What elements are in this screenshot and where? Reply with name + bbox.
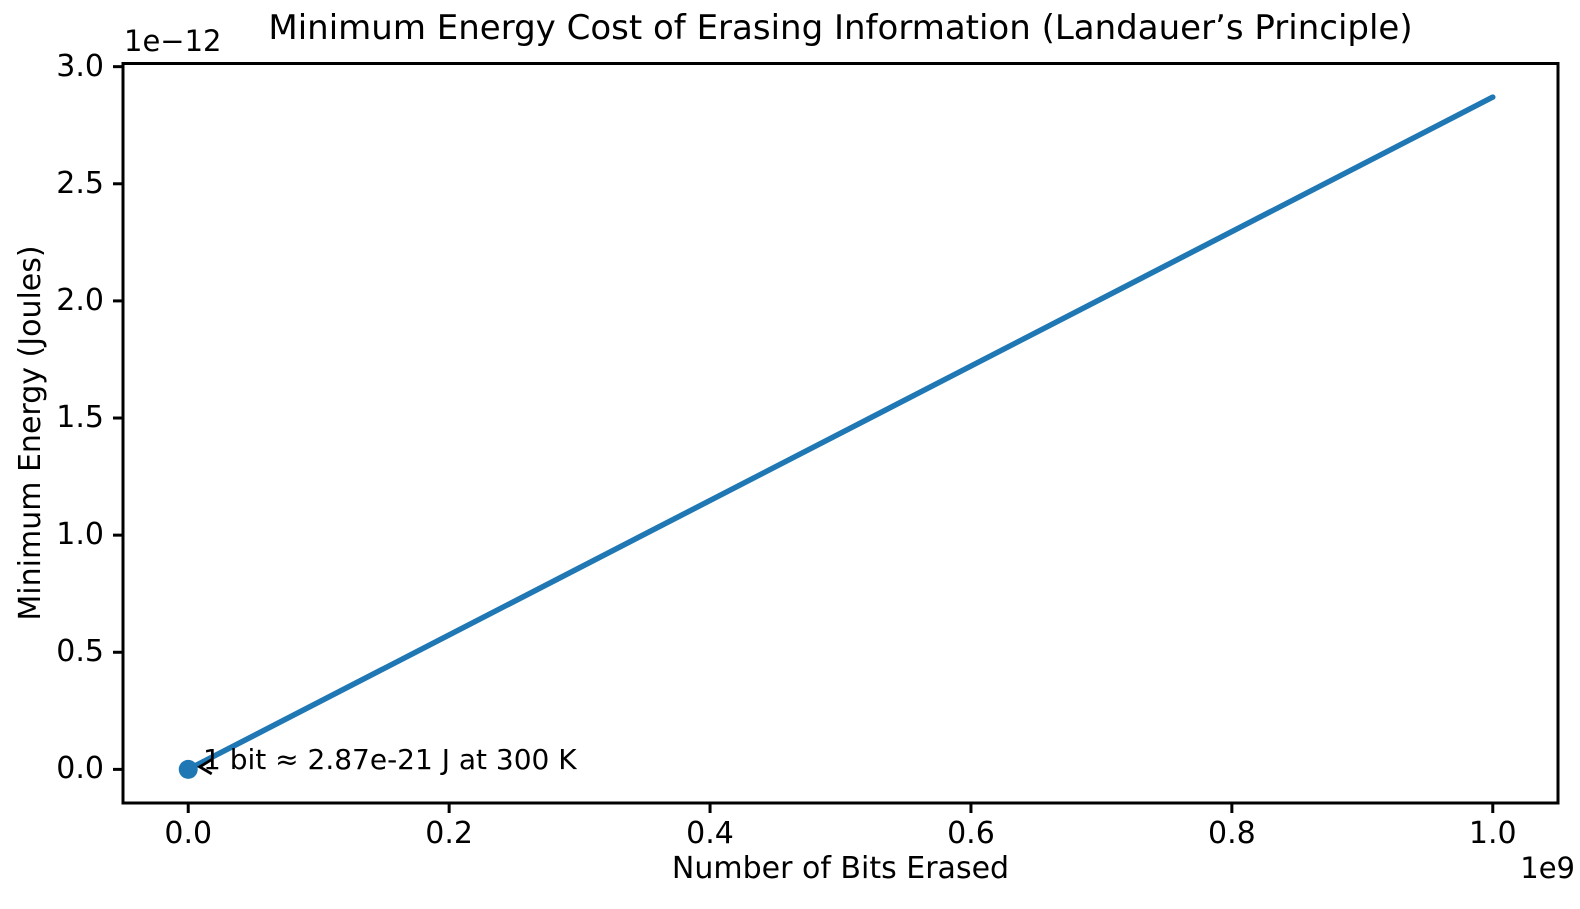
plot-spines <box>121 62 1560 805</box>
y-tick-label: 2.0 <box>56 282 104 318</box>
y-tick-label: 2.5 <box>56 165 104 201</box>
x-tick-label: 1.0 <box>1468 816 1517 851</box>
y-tick-label: 1.0 <box>56 517 104 553</box>
annotation-arrow-icon <box>197 757 214 776</box>
x-axis-offset-text: 1e9 <box>1520 851 1575 885</box>
y-tick-label: 0.5 <box>56 634 104 670</box>
x-axis-label: Number of Bits Erased <box>671 851 1010 886</box>
series-line <box>185 94 1496 773</box>
x-tick-label: 0.6 <box>947 816 995 851</box>
chart-title: Minimum Energy Cost of Erasing Informati… <box>268 8 1413 48</box>
x-tick-label: 0.0 <box>164 816 213 851</box>
x-tick-label: 0.2 <box>425 816 473 851</box>
y-tick-label: 1.5 <box>56 400 104 436</box>
x-tick-label: 0.4 <box>686 816 734 851</box>
y-tick-label: 0.0 <box>56 751 104 787</box>
y-tick-label: 3.0 <box>56 48 104 84</box>
x-tick-label: 0.8 <box>1208 816 1256 851</box>
origin-marker <box>178 759 198 779</box>
y-axis-offset-text: 1e−12 <box>124 24 222 58</box>
annotation-label: 1 bit ≈ 2.87e-21 J at 300 K <box>203 743 577 776</box>
